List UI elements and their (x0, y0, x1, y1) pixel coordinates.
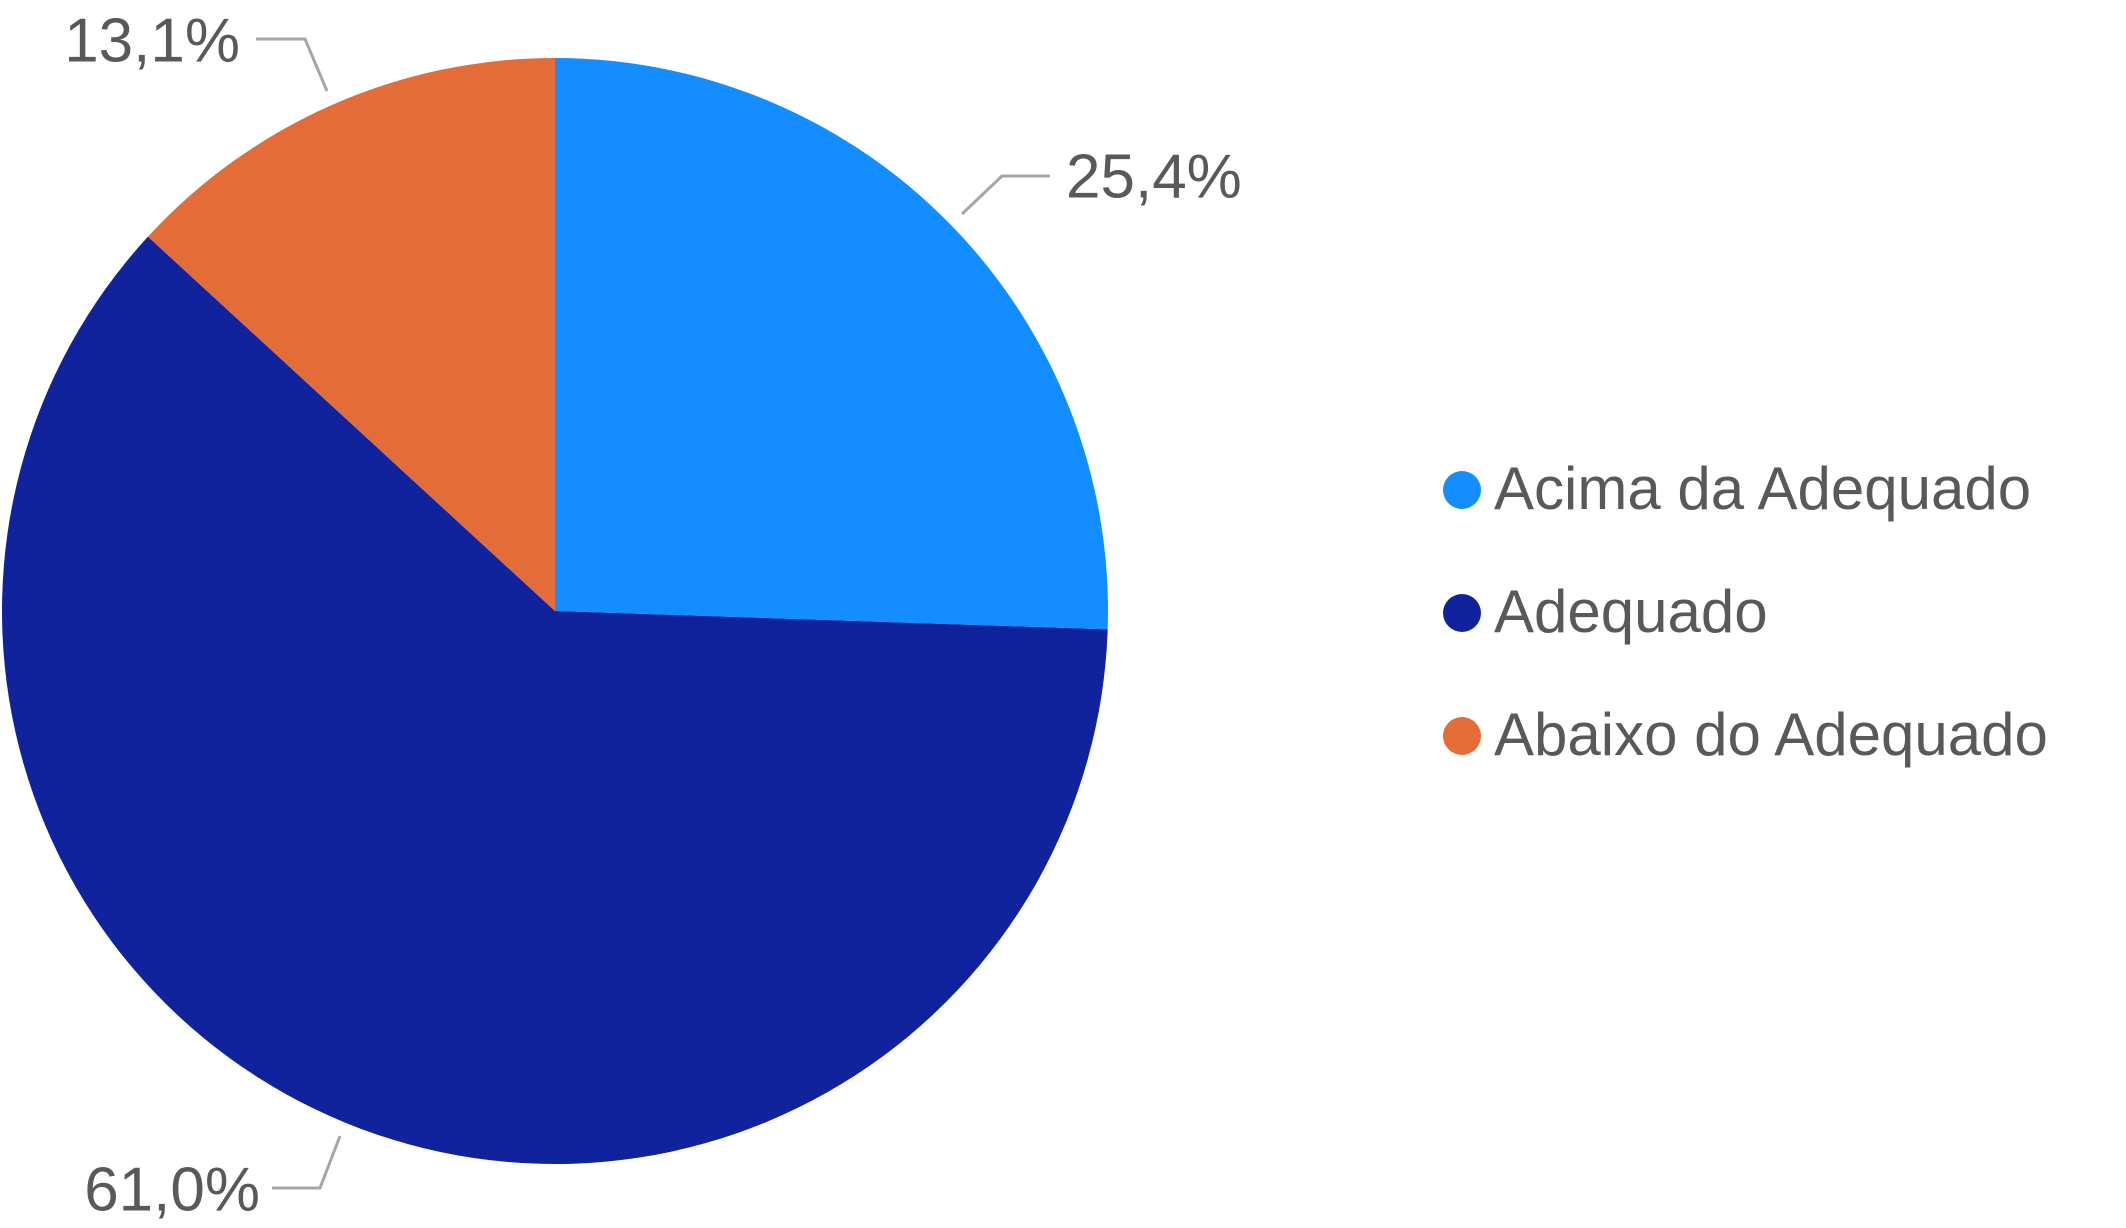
value-label: 13,1% (64, 6, 240, 75)
value-label: 25,4% (1066, 142, 1242, 211)
leader-line (272, 1135, 342, 1190)
leader-line (256, 37, 329, 92)
legend-marker (1443, 717, 1481, 755)
leader-line (960, 174, 1050, 216)
pie-slice (147, 57, 555, 611)
legend-label: Abaixo do Adequado (1494, 701, 2048, 768)
pie-slice (1, 236, 1108, 1164)
value-label: 61,0% (84, 1155, 260, 1224)
legend-marker (1443, 471, 1481, 509)
legend-label: Adequado (1494, 578, 1768, 645)
legend-label: Acima da Adequado (1494, 455, 2031, 522)
legend-marker (1443, 594, 1481, 632)
pie-slice (555, 58, 1109, 630)
